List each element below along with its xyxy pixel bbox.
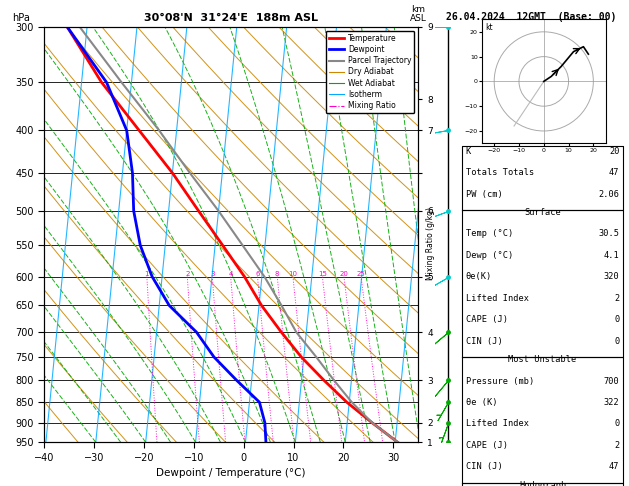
- Text: 20: 20: [340, 271, 348, 277]
- X-axis label: Dewpoint / Temperature (°C): Dewpoint / Temperature (°C): [157, 468, 306, 478]
- Text: θe (K): θe (K): [465, 398, 497, 407]
- Text: 700: 700: [604, 377, 620, 385]
- Text: Lifted Index: Lifted Index: [465, 419, 528, 429]
- Text: kt: kt: [486, 23, 493, 32]
- Text: 20: 20: [609, 147, 620, 156]
- Text: CIN (J): CIN (J): [465, 337, 503, 346]
- Text: hPa: hPa: [12, 13, 30, 22]
- Text: 26.04.2024  12GMT  (Base: 00): 26.04.2024 12GMT (Base: 00): [447, 12, 616, 22]
- Text: K: K: [465, 147, 470, 156]
- Text: 322: 322: [604, 398, 620, 407]
- Text: 2: 2: [615, 441, 620, 450]
- Text: PW (cm): PW (cm): [465, 190, 503, 199]
- Text: Surface: Surface: [524, 208, 561, 217]
- Text: 3: 3: [210, 271, 214, 277]
- Text: 8: 8: [275, 271, 279, 277]
- Text: 4: 4: [228, 271, 233, 277]
- Text: 0: 0: [615, 315, 620, 324]
- Text: Mixing Ratio (g/kg): Mixing Ratio (g/kg): [426, 207, 435, 279]
- Text: 25: 25: [357, 271, 365, 277]
- Text: Temp (°C): Temp (°C): [465, 229, 513, 238]
- Text: Dewp (°C): Dewp (°C): [465, 251, 513, 260]
- Text: 0: 0: [615, 419, 620, 429]
- Text: km
ASL: km ASL: [410, 4, 426, 22]
- Text: 2: 2: [615, 294, 620, 303]
- Text: 47: 47: [609, 463, 620, 471]
- Text: 30.5: 30.5: [599, 229, 620, 238]
- Text: 1: 1: [145, 271, 149, 277]
- Text: 2: 2: [185, 271, 189, 277]
- Text: Most Unstable: Most Unstable: [508, 355, 577, 364]
- Text: 10: 10: [289, 271, 298, 277]
- Text: 2.06: 2.06: [599, 190, 620, 199]
- Text: 0: 0: [615, 337, 620, 346]
- Text: CAPE (J): CAPE (J): [465, 315, 508, 324]
- Text: 4.1: 4.1: [604, 251, 620, 260]
- Legend: Temperature, Dewpoint, Parcel Trajectory, Dry Adiabat, Wet Adiabat, Isotherm, Mi: Temperature, Dewpoint, Parcel Trajectory…: [326, 31, 415, 113]
- Text: θe(K): θe(K): [465, 272, 492, 281]
- Text: 6: 6: [255, 271, 260, 277]
- Text: Hodograph: Hodograph: [519, 481, 566, 486]
- Text: Totals Totals: Totals Totals: [465, 168, 534, 177]
- Text: 30°08'N  31°24'E  188m ASL: 30°08'N 31°24'E 188m ASL: [144, 13, 318, 22]
- Text: Pressure (mb): Pressure (mb): [465, 377, 534, 385]
- Text: 320: 320: [604, 272, 620, 281]
- Text: CAPE (J): CAPE (J): [465, 441, 508, 450]
- Text: Lifted Index: Lifted Index: [465, 294, 528, 303]
- Text: CIN (J): CIN (J): [465, 463, 503, 471]
- Text: 15: 15: [318, 271, 327, 277]
- Text: 47: 47: [609, 168, 620, 177]
